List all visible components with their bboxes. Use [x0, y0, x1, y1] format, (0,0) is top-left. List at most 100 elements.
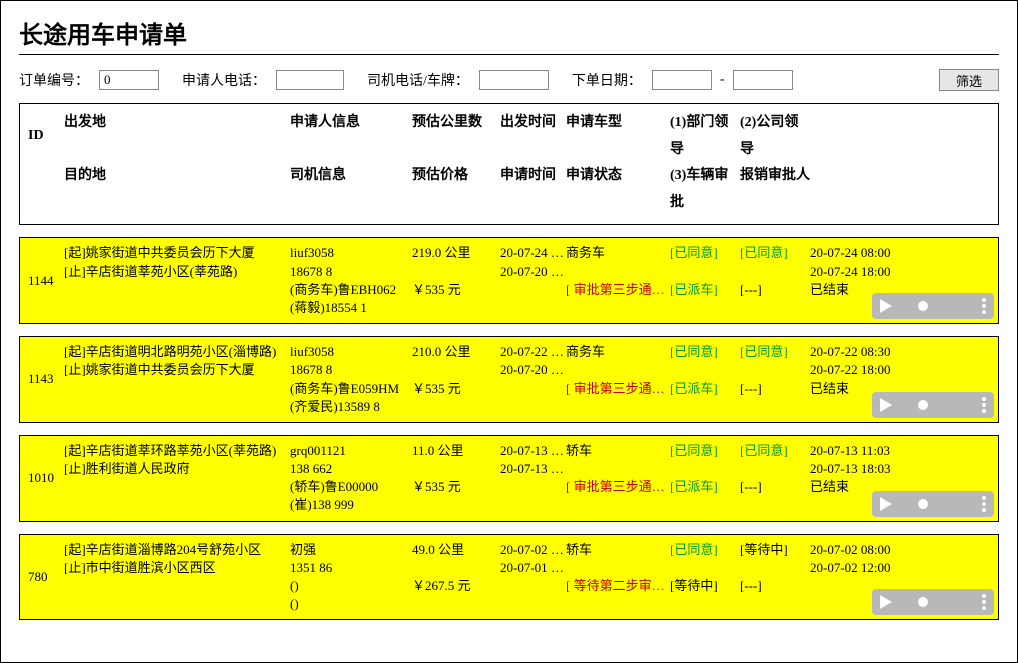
- hdr-approver-4: 报销审批人: [740, 163, 810, 216]
- hdr-applicant: 申请人信息: [290, 110, 412, 163]
- hdr-driver: 司机信息: [290, 163, 412, 216]
- origin-text: [起]姚家街道中共委员会历下大厦: [64, 244, 290, 262]
- date-from-input[interactable]: [652, 70, 712, 90]
- hdr-approver-2: (2)公司领导: [740, 110, 810, 163]
- applicant-phone-input[interactable]: [276, 70, 344, 90]
- hdr-origin: 出发地: [64, 110, 290, 163]
- applicant-phone: 138 662: [290, 460, 412, 478]
- hdr-vehicle-type: 申请车型: [566, 110, 670, 163]
- approval-status: [ 审批第三步通过 ]: [566, 281, 670, 299]
- progress-thumb-icon: [918, 400, 928, 410]
- dest-text: [止]辛店街道莘苑小区(莘苑路): [64, 263, 290, 281]
- order-card[interactable]: 1143 [起]辛店街道明北路明苑小区(淄博路) [止]姚家街道中共委员会历下大…: [19, 336, 999, 423]
- applicant-phone: 18678 8: [290, 361, 412, 379]
- apply-time: 20-07-01 11:04: [500, 559, 566, 577]
- vehicle-type: 商务车: [566, 343, 670, 361]
- schedule-end: 20-07-13 18:03: [810, 460, 990, 478]
- more-options-icon: [982, 304, 986, 308]
- est-km: 219.0 公里: [412, 244, 500, 262]
- title-rule: [19, 54, 999, 55]
- order-input[interactable]: [99, 70, 159, 90]
- origin-text: [起]辛店街道明北路明苑小区(淄博路): [64, 343, 290, 361]
- play-icon: [880, 595, 892, 609]
- applicant-phone: 1351 86: [290, 559, 412, 577]
- order-card[interactable]: 1010 [起]辛店街道莘环路莘苑小区(莘苑路) [止]胜利街道人民政府 grq…: [19, 435, 999, 522]
- apply-time: 20-07-20 08:38: [500, 263, 566, 281]
- est-price: ￥535 元: [412, 281, 500, 299]
- vehicle-type: 轿车: [566, 541, 670, 559]
- progress-thumb-icon: [918, 499, 928, 509]
- vehicle-plate: (商务车)鲁EBH062: [290, 281, 412, 299]
- driver-info: (): [290, 595, 412, 613]
- approval-status: [ 审批第三步通过 ]: [566, 478, 670, 496]
- applicant-phone-label: 申请人电话：: [182, 70, 266, 90]
- vehicle-plate: (): [290, 577, 412, 595]
- approval-4: [---]: [740, 577, 810, 595]
- approval-2: [等待中]: [740, 541, 810, 559]
- est-price: ￥535 元: [412, 478, 500, 496]
- approval-status: [ 等待第二步审批 ]: [566, 577, 670, 595]
- approval-1: [已同意]: [670, 343, 740, 361]
- progress-thumb-icon: [918, 597, 928, 607]
- order-card[interactable]: 1144 [起]姚家街道中共委员会历下大厦 [止]辛店街道莘苑小区(莘苑路) l…: [19, 237, 999, 324]
- depart-time: 20-07-22 08:30: [500, 343, 566, 361]
- progress-thumb-icon: [918, 301, 928, 311]
- audio-player[interactable]: [872, 589, 994, 615]
- hdr-est-price: 预估价格: [412, 163, 500, 216]
- hdr-est-km: 预估公里数: [412, 110, 500, 163]
- dest-text: [止]市中街道胜滨小区西区: [64, 559, 290, 577]
- dest-text: [止]胜利街道人民政府: [64, 460, 290, 478]
- approval-2: [已同意]: [740, 244, 810, 262]
- approval-status: [ 审批第三步通过 ]: [566, 380, 670, 398]
- driver-input[interactable]: [479, 70, 549, 90]
- audio-player[interactable]: [872, 293, 994, 319]
- order-id: 1143: [28, 343, 64, 416]
- order-label: 订单编号：: [19, 70, 89, 90]
- approval-3: [已派车]: [670, 380, 740, 398]
- approval-3: [已派车]: [670, 281, 740, 299]
- schedule-end: 20-07-22 18:00: [810, 361, 990, 379]
- audio-player[interactable]: [872, 491, 994, 517]
- est-km: 11.0 公里: [412, 442, 500, 460]
- filter-button[interactable]: 筛选: [939, 69, 999, 91]
- applicant-name: liuf3058: [290, 244, 412, 262]
- hdr-status: 申请状态: [566, 163, 670, 216]
- play-icon: [880, 398, 892, 412]
- applicant-name: liuf3058: [290, 343, 412, 361]
- order-id: 780: [28, 541, 64, 614]
- filter-bar: 订单编号： 申请人电话： 司机电话/车牌： 下单日期： - 筛选: [19, 69, 999, 91]
- schedule-start: 20-07-13 11:03: [810, 442, 990, 460]
- schedule-end: 20-07-24 18:00: [810, 263, 990, 281]
- audio-player[interactable]: [872, 392, 994, 418]
- approval-3: [等待中]: [670, 577, 740, 595]
- est-price: ￥535 元: [412, 380, 500, 398]
- approval-1: [已同意]: [670, 541, 740, 559]
- applicant-name: grq001121: [290, 442, 412, 460]
- vehicle-plate: (轿车)鲁E00000: [290, 478, 412, 496]
- order-card[interactable]: 780 [起]辛店街道淄博路204号舒苑小区 [止]市中街道胜滨小区西区 初强 …: [19, 534, 999, 621]
- depart-time: 20-07-13 11:03: [500, 442, 566, 460]
- date-to-input[interactable]: [733, 70, 793, 90]
- est-km: 210.0 公里: [412, 343, 500, 361]
- hdr-depart-time: 出发时间: [500, 110, 566, 163]
- play-icon: [880, 497, 892, 511]
- approval-2: [已同意]: [740, 343, 810, 361]
- est-price: ￥267.5 元: [412, 577, 500, 595]
- date-label: 下单日期：: [572, 70, 642, 90]
- schedule-start: 20-07-24 08:00: [810, 244, 990, 262]
- est-km: 49.0 公里: [412, 541, 500, 559]
- driver-info: (蒋毅)18554 1: [290, 299, 412, 317]
- driver-info: (齐爱民)13589 8: [290, 398, 412, 416]
- driver-info: (崔)138 999: [290, 496, 412, 514]
- schedule-start: 20-07-22 08:30: [810, 343, 990, 361]
- applicant-name: 初强: [290, 541, 412, 559]
- approval-4: [---]: [740, 380, 810, 398]
- schedule-end: 20-07-02 12:00: [810, 559, 990, 577]
- hdr-apply-time: 申请时间: [500, 163, 566, 216]
- driver-label: 司机电话/车牌：: [367, 70, 469, 90]
- applicant-phone: 18678 8: [290, 263, 412, 281]
- vehicle-type: 轿车: [566, 442, 670, 460]
- vehicle-plate: (商务车)鲁E059HM: [290, 380, 412, 398]
- hdr-approver-3: (3)车辆审批: [670, 163, 740, 216]
- more-options-icon: [982, 502, 986, 506]
